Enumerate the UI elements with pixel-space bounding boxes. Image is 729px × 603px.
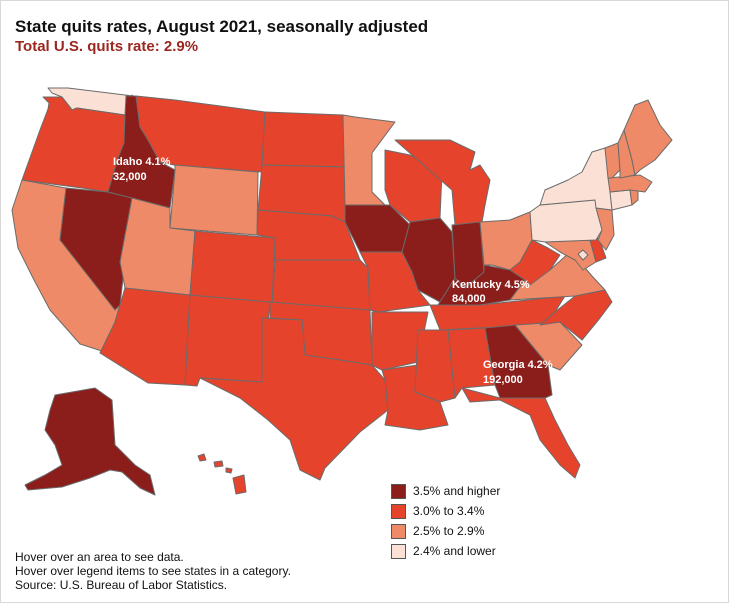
legend: 3.5% and higher 3.0% to 3.4% 2.5% to 2.9… (391, 481, 541, 561)
state-district-of-columbia[interactable] (577, 249, 589, 261)
state-vermont[interactable] (604, 142, 621, 179)
legend-item-mid-high[interactable]: 3.0% to 3.4% (391, 501, 541, 521)
state-wyoming[interactable] (169, 164, 259, 236)
map-subtitle: Total U.S. quits rate: 2.9% (15, 38, 199, 55)
legend-item-low[interactable]: 2.4% and lower (391, 541, 541, 561)
footnote-hover-legend: Hover over legend items to see states in… (15, 564, 291, 578)
footnote-hover-area: Hover over an area to see data. (15, 550, 184, 564)
state-new-mexico[interactable] (184, 294, 271, 387)
state-mississippi[interactable] (414, 329, 456, 403)
state-west-virginia[interactable] (509, 239, 561, 286)
state-montana[interactable] (135, 95, 266, 173)
state-kansas[interactable] (271, 259, 371, 311)
legend-item-mid-low[interactable]: 2.5% to 2.9% (391, 521, 541, 541)
legend-label: 2.5% to 2.9% (413, 524, 485, 538)
legend-swatch (391, 483, 406, 499)
footnotes: Hover over an area to see data. Hover ov… (15, 550, 291, 592)
state-arkansas[interactable] (371, 311, 429, 371)
state-north-carolina[interactable] (539, 289, 613, 341)
state-colorado[interactable] (189, 230, 276, 306)
legend-label: 3.5% and higher (413, 484, 501, 498)
state-connecticut[interactable] (609, 189, 633, 211)
state-alabama[interactable] (447, 327, 496, 399)
legend-item-high[interactable]: 3.5% and higher (391, 481, 541, 501)
state-massachusetts[interactable] (607, 174, 653, 193)
state-kentucky[interactable] (437, 264, 526, 306)
state-new-york[interactable] (539, 147, 613, 211)
state-pennsylvania[interactable] (529, 199, 603, 243)
legend-swatch (391, 543, 406, 559)
map-title: State quits rates, August 2021, seasonal… (15, 17, 429, 36)
state-north-dakota[interactable] (261, 111, 346, 168)
legend-label: 2.4% and lower (413, 544, 496, 558)
state-rhode-island[interactable] (629, 189, 639, 206)
legend-label: 3.0% to 3.4% (413, 504, 485, 518)
state-michigan[interactable] (394, 139, 491, 226)
state-hawaii[interactable] (197, 453, 247, 495)
legend-swatch (391, 503, 406, 519)
footnote-source: Source: U.S. Bureau of Labor Statistics. (15, 578, 228, 592)
state-alaska[interactable] (24, 387, 156, 496)
state-maine[interactable] (623, 99, 673, 176)
state-florida[interactable] (461, 387, 581, 479)
legend-swatch (391, 523, 406, 539)
state-texas[interactable] (199, 317, 389, 481)
